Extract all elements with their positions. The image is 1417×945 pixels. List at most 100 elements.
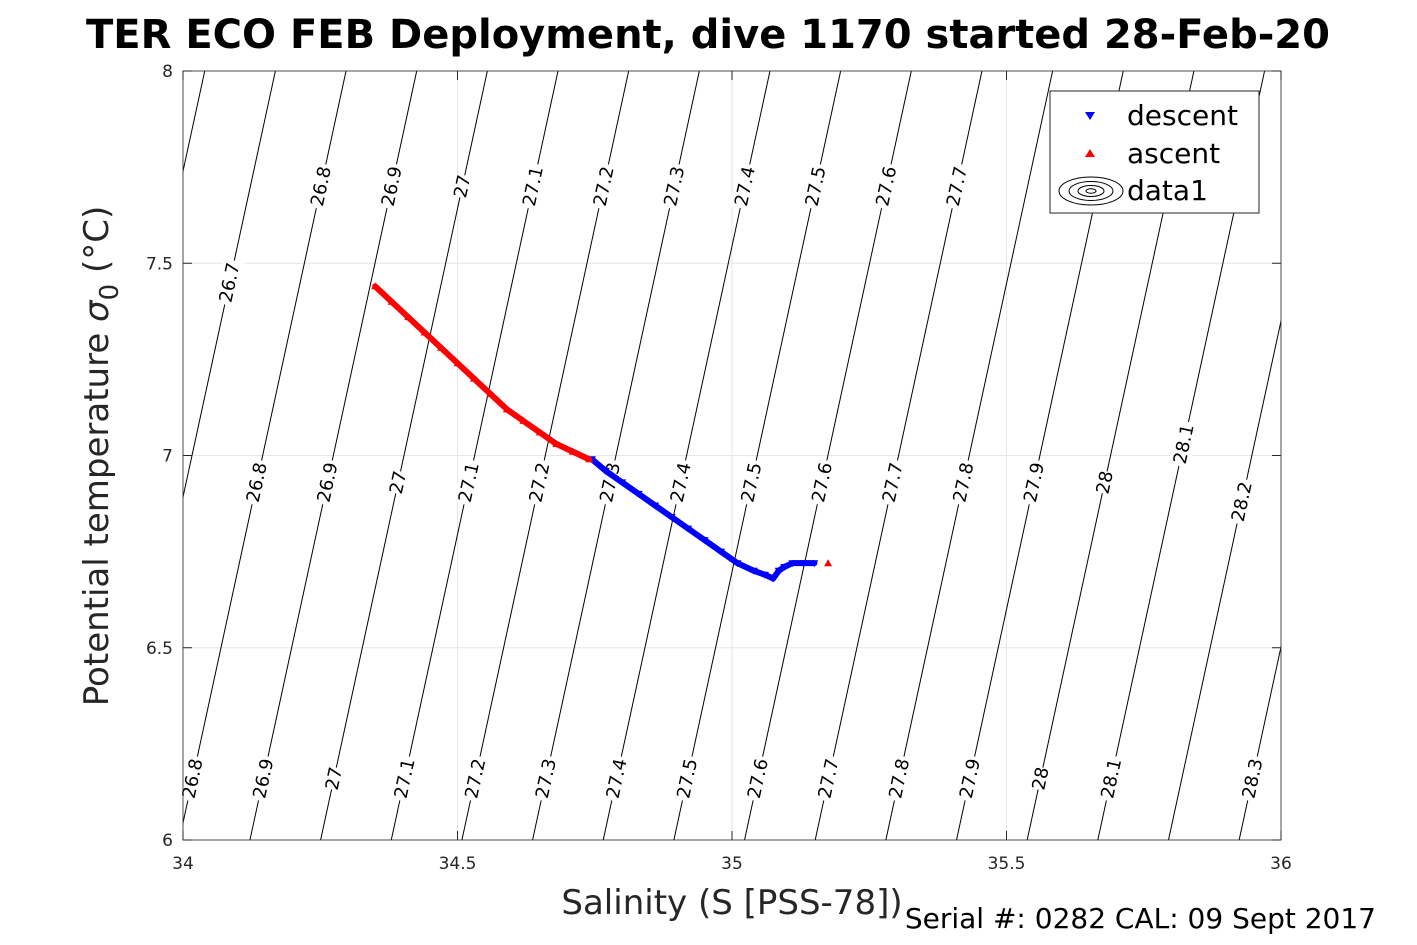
density-contour-line	[885, 71, 1054, 840]
legend-contour-icon	[1058, 176, 1124, 206]
contour-label: 28	[1091, 469, 1118, 496]
contour-label-text: 27	[450, 173, 475, 200]
contour-label: 28.1	[1168, 419, 1200, 469]
contour-label: 27.6	[870, 162, 902, 211]
contour-label-bg	[800, 162, 832, 211]
y-axis-label-unit: (°C)	[77, 206, 117, 284]
contour-label: 27	[449, 173, 475, 200]
density-contour-line	[1167, 318, 1281, 840]
legend: descent ascent data1	[1049, 90, 1260, 214]
contour-label-bg	[530, 754, 562, 803]
ascent-point-band	[553, 440, 576, 455]
contour-label: 27	[320, 765, 348, 792]
contour-label-bg	[1168, 419, 1200, 469]
ascent-point-band	[454, 360, 477, 382]
contour-label-bg	[658, 162, 690, 211]
contour-label-bg	[389, 754, 421, 803]
contour-label-bg	[877, 458, 909, 507]
legend-descent-label: descent	[1127, 99, 1238, 132]
series-descent	[588, 456, 819, 583]
contour-label-bg	[941, 162, 973, 211]
ascent-point-band	[487, 390, 510, 413]
legend-descent-marker	[1085, 112, 1095, 120]
ascent-point-band	[372, 283, 395, 305]
contour-label-bg	[376, 162, 408, 211]
y-tick-label: 6.5	[146, 639, 173, 659]
ascent-point-band	[569, 448, 593, 463]
axis-ticks: 34 34.5 35 35.5 36 6 6.5 7 7.5 8	[146, 62, 1292, 874]
contour-label-bg	[742, 754, 774, 803]
contour-label-bg	[601, 754, 633, 803]
ascent-point-band	[438, 344, 461, 367]
ascent-point-band	[503, 406, 527, 424]
contour-label-bg	[883, 754, 915, 803]
x-tick-label: 35	[721, 854, 743, 874]
legend-ascent-marker	[1085, 149, 1095, 157]
density-contour-line	[320, 71, 488, 840]
contour-label-bg	[813, 754, 844, 803]
contour-label-text: 28	[1028, 765, 1053, 792]
contour-label: 27	[384, 469, 412, 496]
serial-calibration-text: Serial #: 0282 CAL: 09 Sept 2017	[905, 902, 1376, 935]
data-markers	[371, 282, 833, 583]
density-contour-labels: 26.8 26.9 27 27.1 27.2 27.3 27.4 27.5 27.6 27.726…	[177, 162, 1268, 803]
density-contour-line	[1238, 644, 1281, 840]
contour-label-bg	[588, 162, 620, 211]
contour-label-bg	[1237, 754, 1268, 803]
contour-label-text: 28	[1093, 469, 1118, 496]
contour-label-bg	[947, 458, 979, 507]
contour-label-bg	[247, 754, 279, 803]
y-tick-label: 7	[162, 447, 173, 467]
y-axis-label-subscript: 0	[95, 284, 125, 301]
contour-label-bg	[459, 754, 491, 803]
contour-label-bg	[241, 458, 273, 507]
contour-label-bg	[735, 458, 767, 507]
y-axis-label-main: Potential temperature	[77, 322, 117, 706]
contour-label-bg	[1226, 477, 1258, 526]
ascent-point	[824, 559, 833, 567]
y-tick-label: 6	[162, 831, 173, 851]
contour-label-bg	[1091, 469, 1118, 496]
y-tick-label: 7.5	[146, 254, 173, 274]
ascent-point-band	[405, 314, 428, 336]
contour-label: 28.3	[1237, 754, 1268, 803]
y-tick-label: 8	[162, 62, 173, 82]
contour-label-text: 27	[322, 765, 347, 792]
ascent-point-band	[388, 298, 412, 321]
contour-label-bg	[177, 754, 209, 803]
ascent-point-band	[421, 329, 445, 351]
contour-label-bg	[449, 173, 476, 200]
contour-label-bg	[729, 162, 761, 211]
x-tick-label: 36	[1270, 854, 1292, 874]
ascent-point-band	[520, 417, 543, 436]
contour-label-bg	[1027, 765, 1054, 792]
contour-label-bg	[671, 754, 703, 803]
contour-label-bg	[524, 458, 555, 507]
contour-label-bg	[214, 258, 245, 307]
contour-label: 28	[1027, 765, 1054, 792]
y-axis-label: Potential temperature σ0 (°C)	[77, 206, 125, 706]
contour-label-bg	[320, 765, 348, 792]
chart-title: TER ECO FEB Deployment, dive 1170 starte…	[86, 12, 1330, 58]
contour-label-bg	[453, 458, 485, 507]
ascent-point	[585, 455, 594, 463]
contour-label: 27.5	[735, 458, 767, 507]
legend-ascent-label: ascent	[1127, 137, 1220, 170]
contour-label-bg	[384, 469, 412, 496]
contour-label-text: 27	[386, 469, 411, 496]
legend-box	[1049, 90, 1260, 214]
contour-label-bg	[665, 458, 697, 507]
contour-label-bg	[870, 162, 902, 211]
contour-label-bg	[806, 458, 838, 507]
x-tick-label: 35.5	[988, 854, 1026, 874]
y-axis-label-sigma: σ	[77, 299, 117, 322]
descent-point	[810, 560, 819, 568]
contour-label-bg	[312, 458, 343, 507]
series-ascent	[371, 282, 833, 567]
x-tick-label: 34	[172, 854, 194, 874]
legend-data1-label: data1	[1127, 174, 1208, 207]
contour-label-bg	[305, 162, 337, 211]
contour-label-bg	[517, 162, 549, 211]
ascent-point-band	[470, 375, 494, 397]
